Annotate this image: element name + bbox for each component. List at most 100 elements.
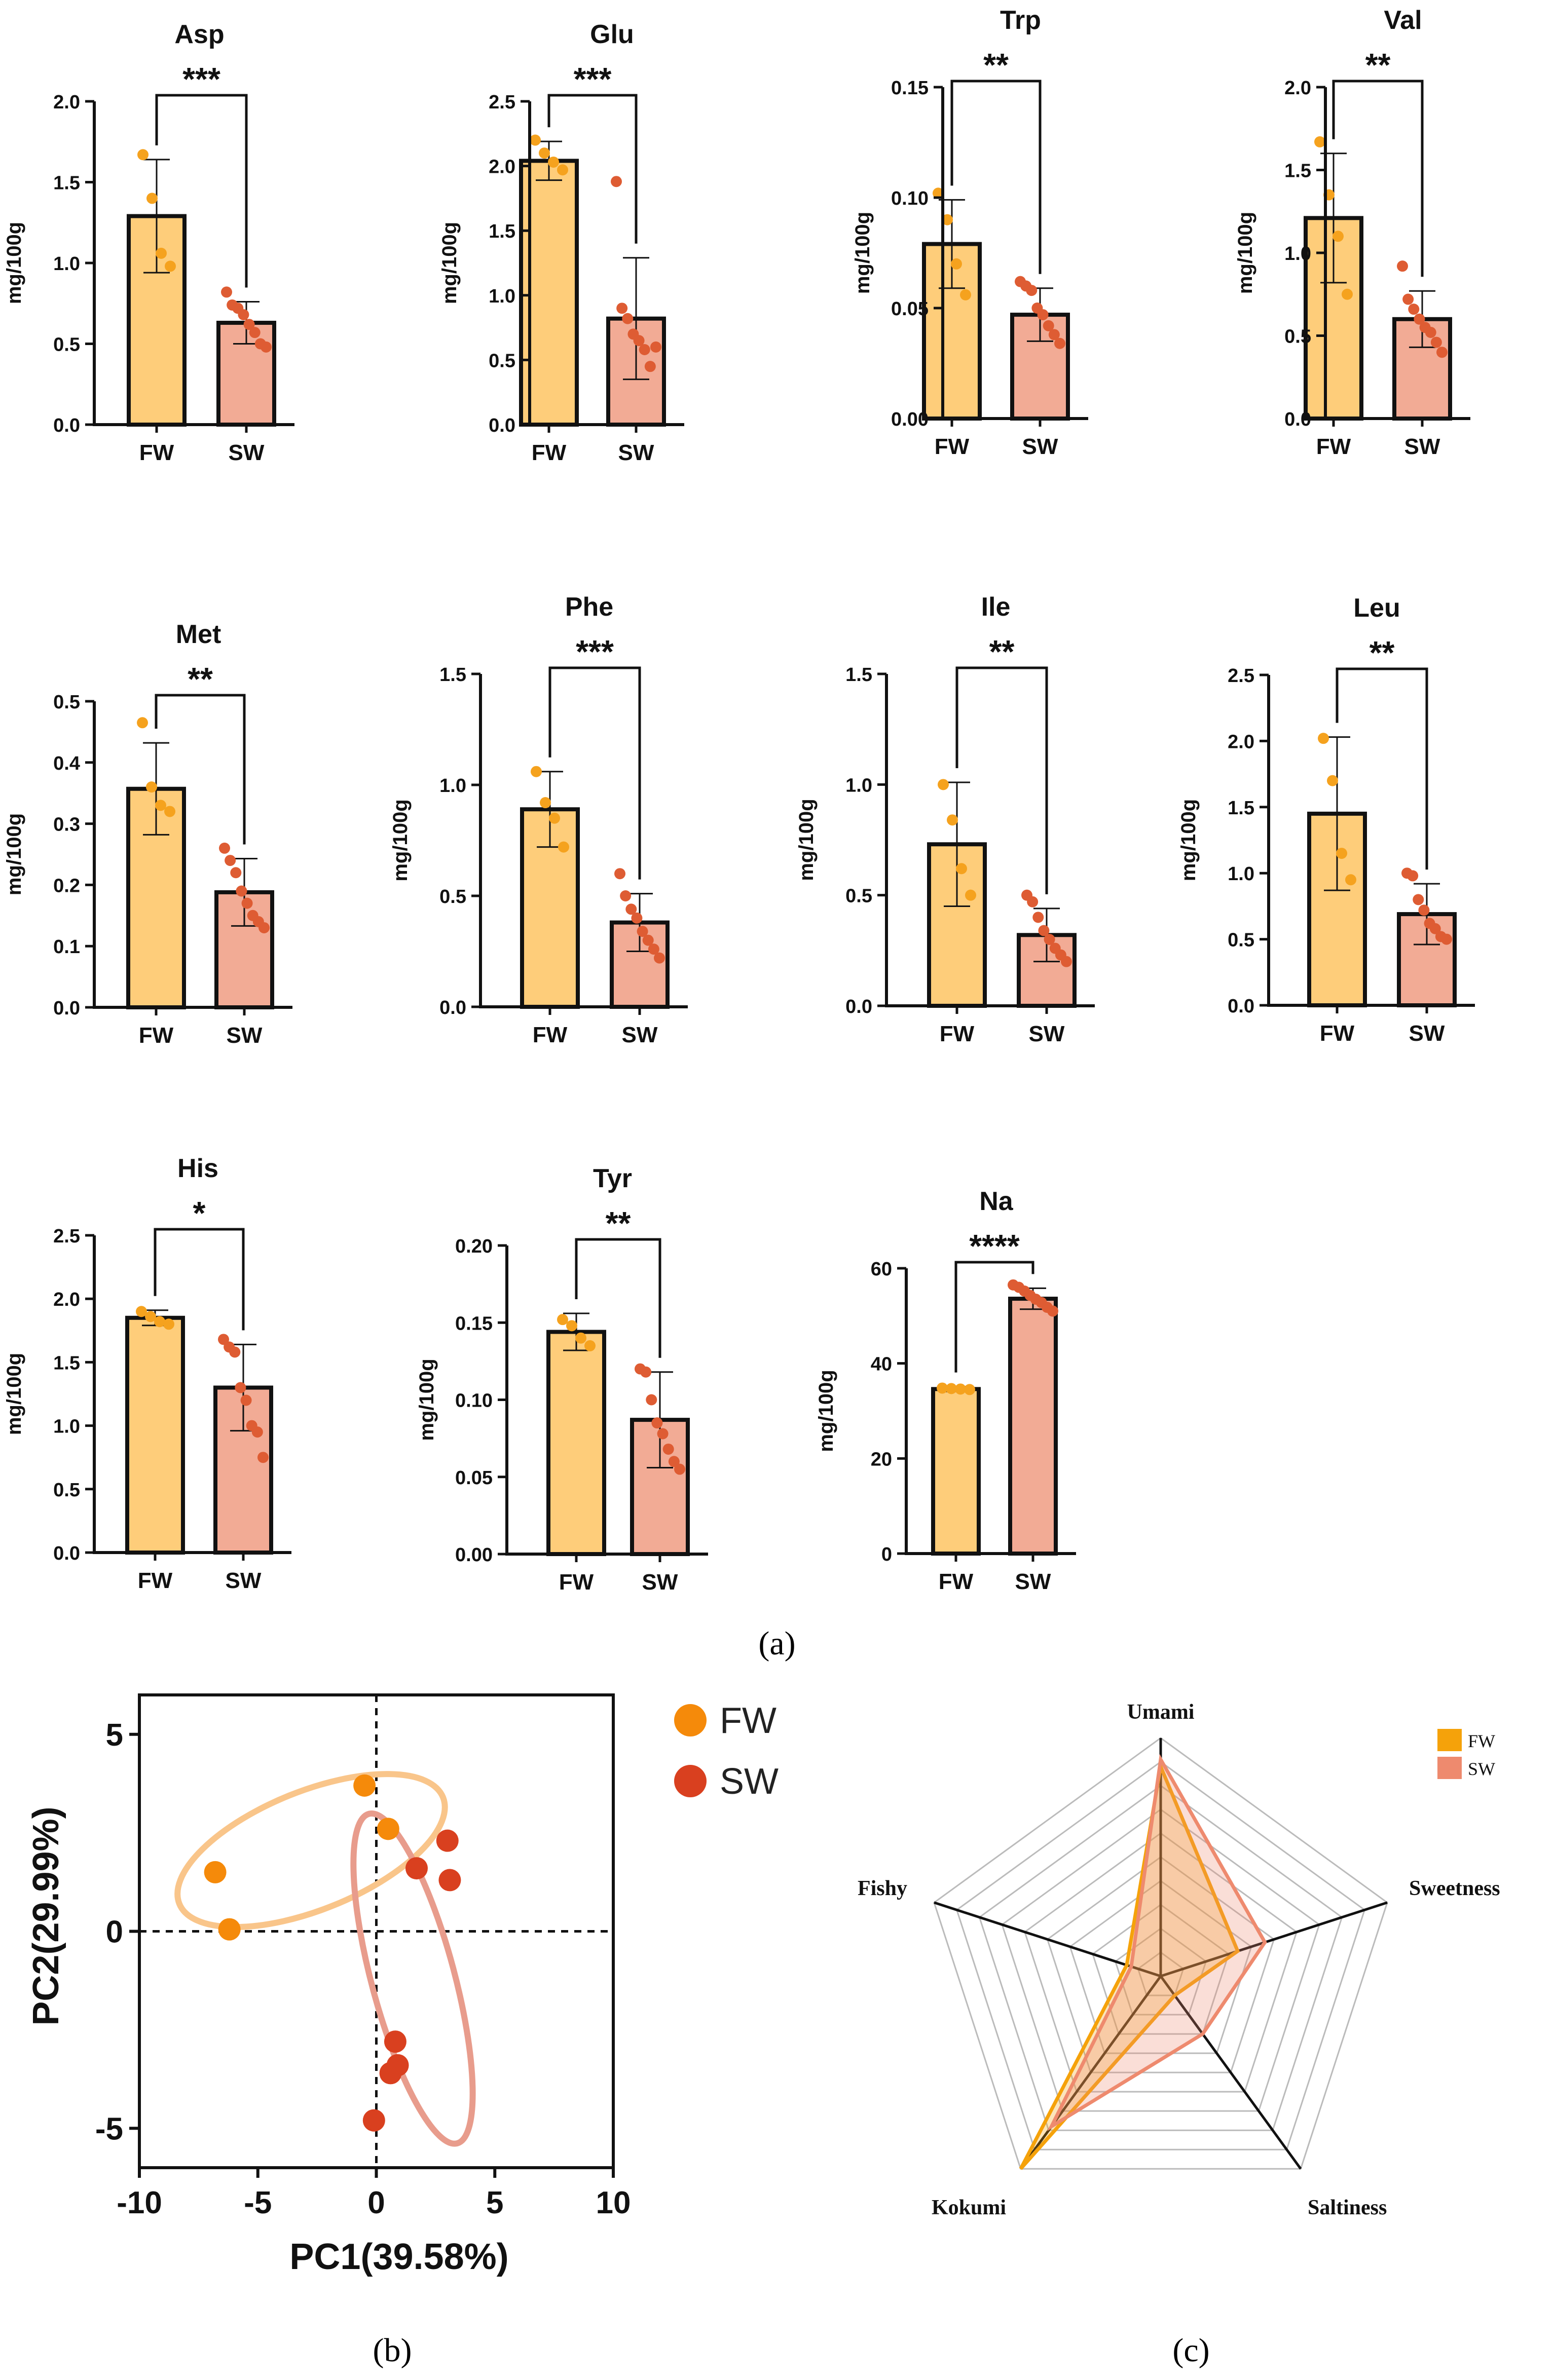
data-point-fw: [1336, 848, 1347, 859]
bar-chart-tyr: Tyr 0.00 0.05 0.10 0.15 0.20 FW SW mg/100g **: [416, 1164, 708, 1595]
x-tick-label-sw: SW: [622, 1023, 658, 1047]
pca-point-fw: [377, 1818, 399, 1840]
pca-point-fw: [218, 1918, 241, 1941]
x-tick-label-fw: FW: [1320, 1021, 1355, 1046]
y-tick-label: 0.2: [53, 875, 80, 896]
radar-grid-ring: [1092, 1904, 1230, 2035]
y-tick-label: 0.0: [53, 1543, 80, 1564]
bar-chart-leu: Leu 0.0 0.5 1.0 1.5 2.0 2.5 FW SW mg/100g **: [1177, 593, 1475, 1046]
data-point-sw: [639, 344, 650, 355]
radar-grid-ring: [955, 1761, 1366, 2150]
data-point-sw: [611, 176, 622, 187]
y-tick-label: 0.4: [53, 753, 80, 774]
y-tick-label: 0.0: [1228, 996, 1254, 1017]
data-point-sw: [625, 903, 637, 915]
legend-label-sw: SW: [720, 1761, 779, 1802]
x-tick-label: 0: [367, 2185, 385, 2220]
data-point-sw: [241, 897, 253, 909]
y-tick-label: 2.5: [489, 92, 515, 113]
data-point-sw: [637, 926, 648, 937]
data-point-sw: [238, 309, 249, 321]
confidence-ellipse-sw: [350, 1810, 476, 2147]
radar-axis-spoke: [934, 1901, 1161, 1978]
data-point-sw: [221, 286, 232, 298]
bar-chart-na: Na 0 20 40 60 FW SW mg/100g ****: [815, 1187, 1076, 1594]
y-tick-label: 1.0: [489, 286, 515, 307]
data-point-sw: [662, 1443, 674, 1455]
data-point-fw: [575, 1332, 586, 1344]
data-point-sw: [651, 1417, 663, 1429]
y-tick-label: 1.0: [845, 775, 872, 796]
significance-bracket: [548, 666, 641, 880]
significance-marker: **: [188, 661, 213, 697]
data-point-fw: [155, 800, 166, 811]
pca-point-sw: [405, 1857, 428, 1880]
data-point-sw: [622, 313, 634, 324]
data-point-sw: [1425, 326, 1436, 338]
data-point-sw: [646, 1394, 657, 1406]
data-point-fw: [1345, 874, 1356, 886]
y-tick-label: 0: [106, 1915, 123, 1950]
significance-marker: ***: [574, 61, 612, 97]
chart-title: Glu: [590, 20, 634, 49]
panel-label-b: (b): [373, 2332, 412, 2369]
data-point-sw: [1397, 260, 1408, 272]
significance-marker: ***: [576, 633, 614, 670]
x-tick-label-fw: FW: [939, 1569, 974, 1594]
y-axis-label: mg/100g: [438, 222, 461, 304]
data-point-fw: [1333, 231, 1344, 242]
significance-bracket: [155, 694, 246, 845]
data-point-sw: [243, 319, 255, 330]
data-point-sw: [644, 361, 656, 372]
radar-grid-ring: [978, 1785, 1343, 2131]
y-tick-label: 1.0: [439, 775, 466, 797]
significance-bracket: [154, 1228, 245, 1331]
data-point-fw: [136, 1306, 147, 1317]
data-point-sw: [257, 1452, 269, 1463]
data-point-fw: [163, 1318, 174, 1330]
y-tick-label: 1.0: [53, 1416, 80, 1438]
x-tick-label: -5: [244, 2185, 272, 2220]
data-point-sw: [229, 1346, 241, 1358]
data-point-sw: [640, 1366, 652, 1378]
data-point-sw: [249, 327, 261, 338]
x-tick-label-fw: FW: [138, 1568, 173, 1593]
bar-chart-met: Met 0.0 0.1 0.2 0.3 0.4 0.5 FW SW mg/100g **: [3, 620, 292, 1048]
legend-swatch-fw: [1437, 1729, 1462, 1751]
data-point-sw: [1027, 896, 1039, 908]
data-point-fw: [946, 1383, 957, 1394]
data-point-sw: [258, 922, 270, 933]
data-point-fw: [557, 1314, 568, 1326]
x-tick-label: 10: [596, 2185, 631, 2220]
x-tick-label-fw: FW: [1316, 434, 1351, 459]
data-point-fw: [1318, 733, 1329, 744]
pca-point-sw: [362, 2109, 385, 2132]
radar-grid-ring: [1024, 1832, 1298, 2093]
data-point-sw: [1044, 934, 1055, 945]
y-tick-label: 0.5: [1284, 326, 1311, 348]
y-axis-label: mg/100g: [3, 813, 25, 895]
data-point-sw: [650, 341, 661, 353]
y-tick-label: 2.0: [489, 157, 515, 178]
y-axis-label: mg/100g: [1177, 799, 1200, 881]
y-tick-label: 1.0: [53, 253, 80, 275]
panel-label-a: (a): [758, 1625, 795, 1662]
y-tick-label: 2.0: [53, 92, 80, 113]
legend-marker-fw: [674, 1704, 707, 1736]
significance-marker: *: [193, 1195, 206, 1231]
data-point-fw: [1327, 775, 1338, 786]
y-tick-label: 1.5: [439, 664, 466, 686]
data-point-sw: [225, 855, 236, 866]
x-tick-label-sw: SW: [1015, 1569, 1051, 1594]
y-tick-label: 0.5: [53, 334, 80, 356]
data-point-sw: [1038, 925, 1050, 936]
y-tick-label: -5: [95, 2111, 123, 2146]
x-tick-label-fw: FW: [940, 1022, 975, 1046]
data-point-fw: [154, 1316, 165, 1328]
data-point-sw: [648, 943, 659, 955]
data-point-fw: [164, 806, 175, 817]
data-point-fw: [964, 1384, 975, 1395]
data-point-sw: [261, 341, 272, 353]
bar-chart-ile: Ile 0.0 0.5 1.0 1.5 FW SW mg/100g **: [795, 592, 1095, 1046]
y-tick-label: 20: [871, 1449, 892, 1470]
